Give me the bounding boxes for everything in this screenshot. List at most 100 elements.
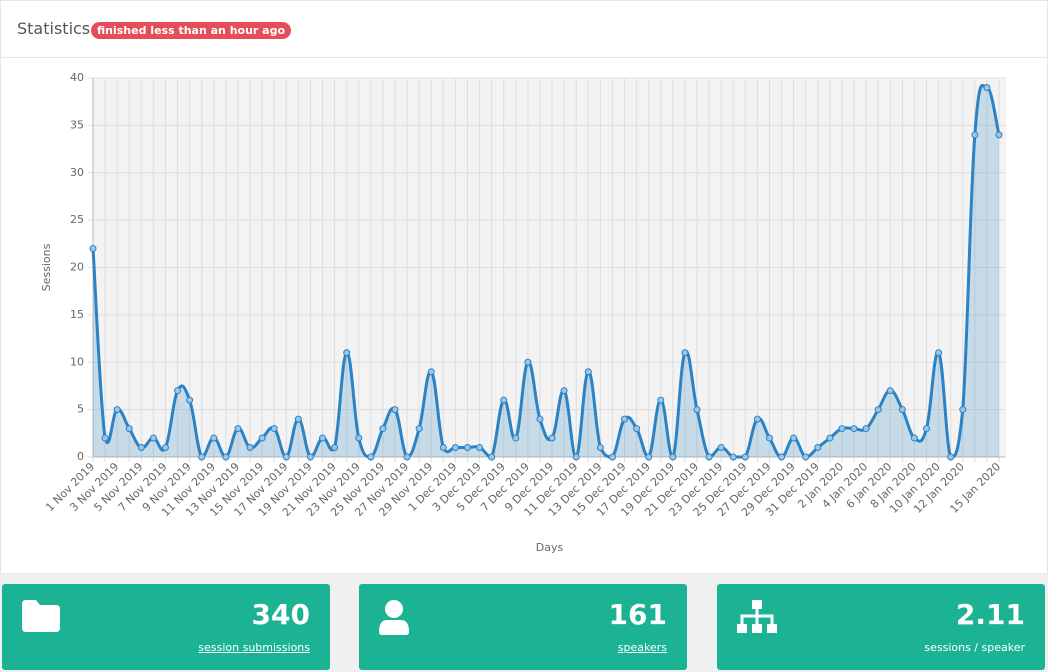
- data-point: [645, 453, 653, 461]
- stat-link[interactable]: session submissions: [198, 641, 310, 654]
- data-point: [838, 425, 846, 433]
- data-point: [174, 387, 182, 395]
- data-point: [681, 349, 689, 357]
- data-point: [258, 434, 266, 442]
- data-point: [850, 425, 858, 433]
- data-point: [741, 453, 749, 461]
- data-point: [790, 434, 798, 442]
- data-point: [753, 415, 761, 423]
- data-point: [669, 453, 677, 461]
- data-point: [427, 368, 435, 376]
- data-point: [536, 415, 544, 423]
- data-point: [198, 453, 206, 461]
- data-point: [270, 425, 278, 433]
- data-point: [463, 444, 471, 452]
- data-point: [319, 434, 327, 442]
- data-point: [608, 453, 616, 461]
- y-axis-title: Sessions: [40, 243, 53, 291]
- data-point: [379, 425, 387, 433]
- data-point: [500, 396, 508, 404]
- data-point: [282, 453, 290, 461]
- data-point: [778, 453, 786, 461]
- data-point: [294, 415, 302, 423]
- data-point: [101, 434, 109, 442]
- data-point: [306, 453, 314, 461]
- data-point: [391, 406, 399, 414]
- y-tick-label: 35: [70, 118, 84, 131]
- data-point: [959, 406, 967, 414]
- data-point: [983, 83, 991, 91]
- data-point: [729, 453, 737, 461]
- data-point: [137, 444, 145, 452]
- y-tick-label: 20: [70, 261, 84, 274]
- data-point: [439, 444, 447, 452]
- stat-label: sessions / speaker: [924, 641, 1025, 654]
- data-point: [524, 358, 532, 366]
- data-point: [633, 425, 641, 433]
- stat-value: 340: [251, 598, 310, 631]
- data-point: [657, 396, 665, 404]
- data-point: [367, 453, 375, 461]
- data-point: [343, 349, 351, 357]
- stat-card: 340 session submissions: [2, 584, 330, 670]
- data-point: [995, 131, 1003, 139]
- data-point: [149, 434, 157, 442]
- data-point: [234, 425, 242, 433]
- data-point: [560, 387, 568, 395]
- y-tick-label: 25: [70, 213, 84, 226]
- status-badge: finished less than an hour ago: [91, 22, 292, 39]
- data-point: [476, 444, 484, 452]
- y-tick-label: 40: [70, 71, 84, 84]
- data-point: [596, 444, 604, 452]
- data-point: [693, 406, 701, 414]
- data-point: [621, 415, 629, 423]
- panel-title: Statistics: [17, 19, 91, 38]
- data-point: [246, 444, 254, 452]
- data-point: [403, 453, 411, 461]
- x-axis-title: Days: [536, 541, 564, 554]
- data-point: [451, 444, 459, 452]
- data-point: [826, 434, 834, 442]
- data-point: [572, 453, 580, 461]
- data-point: [415, 425, 423, 433]
- data-point: [161, 444, 169, 452]
- data-point: [512, 434, 520, 442]
- sitemap-icon: [737, 600, 777, 633]
- data-point: [113, 406, 121, 414]
- y-tick-label: 0: [77, 450, 84, 463]
- stat-link[interactable]: speakers: [617, 641, 667, 654]
- data-point: [222, 453, 230, 461]
- data-point: [765, 434, 773, 442]
- stat-value: 161: [608, 598, 667, 631]
- y-tick-label: 15: [70, 308, 84, 321]
- data-point: [898, 406, 906, 414]
- user-icon: [379, 600, 409, 635]
- data-point: [862, 425, 870, 433]
- data-point: [971, 131, 979, 139]
- folder-icon: [22, 600, 60, 632]
- data-point: [89, 245, 97, 253]
- data-point: [947, 453, 955, 461]
- y-tick-label: 30: [70, 166, 84, 179]
- data-point: [488, 453, 496, 461]
- data-point: [874, 406, 882, 414]
- data-point: [584, 368, 592, 376]
- y-tick-label: 5: [77, 403, 84, 416]
- y-tick-label: 10: [70, 355, 84, 368]
- data-point: [125, 425, 133, 433]
- data-point: [186, 396, 194, 404]
- stat-card: 2.11 sessions / speaker: [717, 584, 1045, 670]
- data-point: [355, 434, 363, 442]
- statistics-panel: Statistics finished less than an hour ag…: [0, 0, 1048, 574]
- data-point: [548, 434, 556, 442]
- data-point: [923, 425, 931, 433]
- stat-card: 161 speakers: [359, 584, 687, 670]
- data-point: [814, 444, 822, 452]
- series-area: [93, 85, 999, 457]
- data-point: [886, 387, 894, 395]
- data-point: [210, 434, 218, 442]
- data-point: [802, 453, 810, 461]
- stat-value: 2.11: [955, 598, 1025, 631]
